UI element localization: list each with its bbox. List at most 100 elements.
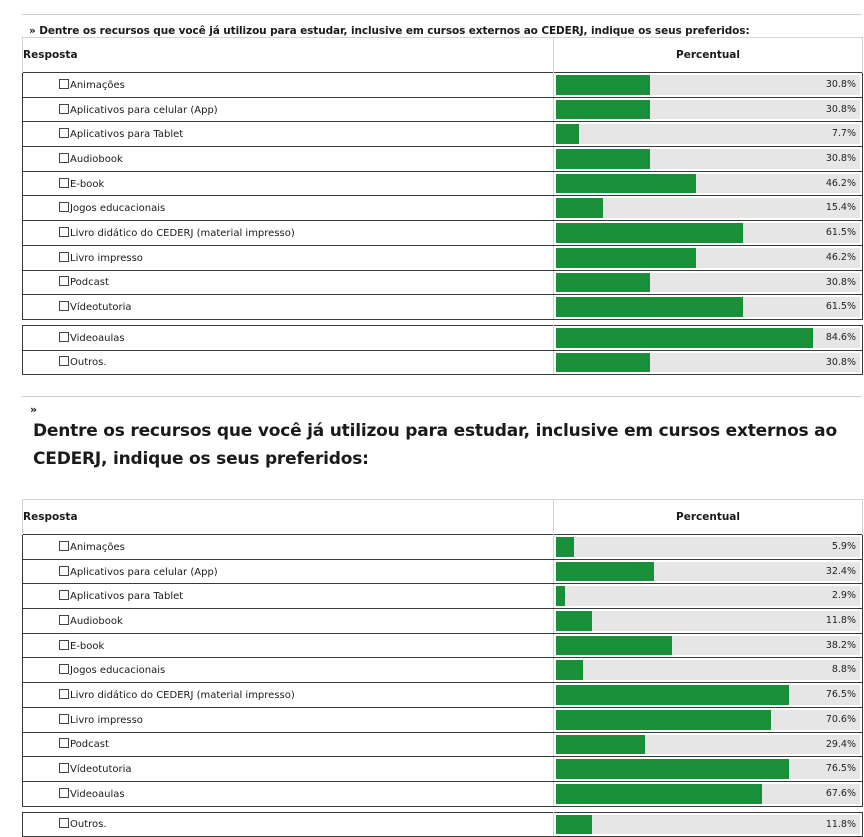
- answer-cell: Livro impresso: [22, 245, 554, 271]
- checkbox-icon[interactable]: [59, 103, 69, 114]
- bar-track: 29.4%: [556, 734, 860, 755]
- bar: [556, 685, 789, 705]
- bar: [556, 198, 603, 219]
- percent-label: 61.5%: [825, 301, 856, 313]
- bar: [556, 223, 743, 243]
- table-row: Podcast 30.8%: [22, 270, 863, 296]
- bar: [556, 149, 650, 169]
- percent-cell: 84.6%: [553, 324, 863, 351]
- checkbox-icon[interactable]: [59, 713, 69, 724]
- bar-track: 70.6%: [556, 709, 860, 730]
- percent-label: 2.9%: [831, 590, 856, 602]
- percent-label: 30.8%: [825, 103, 856, 115]
- answer-cell: Podcast: [22, 732, 554, 758]
- percent-cell: 61.5%: [553, 220, 863, 246]
- checkbox-icon[interactable]: [59, 688, 69, 699]
- answer-cell: Jogos educacionais: [22, 657, 554, 684]
- table-row: Vídeotutoria 61.5%: [22, 294, 863, 320]
- answer-label: Aplicativos para Tablet: [70, 591, 184, 603]
- answer-cell: Videoaulas: [22, 781, 554, 807]
- percent-label: 46.2%: [825, 251, 856, 263]
- answer-label: Audiobook: [70, 615, 123, 627]
- checkbox-icon[interactable]: [59, 565, 69, 576]
- table-row: Aplicativos para Tablet 7.7%: [22, 121, 863, 148]
- answer-cell: Podcast: [22, 270, 554, 296]
- answer-cell: Aplicativos para celular (App): [22, 97, 554, 123]
- answer-cell: Aplicativos para celular (App): [22, 559, 554, 585]
- answer-label: Podcast: [70, 277, 109, 289]
- table-row: Animações 30.8%: [22, 72, 863, 98]
- checkbox-icon[interactable]: [59, 251, 69, 262]
- table-row: Outros. 30.8%: [22, 350, 863, 376]
- checkbox-icon[interactable]: [59, 202, 69, 213]
- checkbox-icon[interactable]: [59, 590, 69, 601]
- percent-cell: 11.8%: [553, 608, 863, 634]
- table-row: Audiobook 30.8%: [22, 146, 863, 172]
- checkbox-icon[interactable]: [59, 614, 69, 625]
- checkbox-icon[interactable]: [59, 276, 69, 287]
- results-table-1: Resposta Percentual Animações 30.8% Aplica…: [22, 37, 863, 376]
- percent-cell: 5.9%: [553, 534, 863, 560]
- bar-track: 84.6%: [556, 327, 860, 348]
- answer-cell: Outros.: [22, 811, 554, 837]
- checkbox-icon[interactable]: [59, 787, 69, 798]
- answer-cell: Jogos educacionais: [22, 195, 554, 222]
- checkbox-icon[interactable]: [59, 177, 69, 188]
- table-row: Jogos educacionais 15.4%: [22, 195, 863, 222]
- question-text-2: Dentre os recursos que você já utilizou …: [33, 421, 837, 469]
- checkbox-icon[interactable]: [59, 128, 69, 139]
- checkbox-icon[interactable]: [59, 763, 69, 774]
- percent-cell: 46.2%: [553, 171, 863, 197]
- answer-label: Animações: [70, 79, 125, 91]
- answer-label: Podcast: [70, 739, 109, 751]
- bar-track: 76.5%: [556, 759, 860, 779]
- percent-cell: 30.8%: [553, 350, 863, 376]
- table-row: Aplicativos para celular (App) 32.4%: [22, 559, 863, 585]
- checkbox-icon[interactable]: [59, 818, 69, 829]
- answer-label: Aplicativos para celular (App): [70, 104, 218, 116]
- bar-track: 61.5%: [556, 223, 860, 243]
- answer-cell: Audiobook: [22, 608, 554, 634]
- header-percentual: Percentual: [553, 499, 863, 535]
- checkbox-icon[interactable]: [59, 301, 69, 312]
- percent-label: 61.5%: [825, 227, 856, 239]
- bar-track: 38.2%: [556, 635, 860, 656]
- checkbox-icon[interactable]: [59, 226, 69, 237]
- bar-track: 76.5%: [556, 685, 860, 705]
- percent-cell: 8.8%: [553, 657, 863, 684]
- answer-label: Videoaulas: [70, 332, 125, 344]
- percent-cell: 67.6%: [553, 781, 863, 807]
- percent-label: 38.2%: [825, 639, 856, 651]
- checkbox-icon[interactable]: [59, 152, 69, 163]
- answer-cell: Aplicativos para Tablet: [22, 583, 554, 610]
- answer-label: E-book: [70, 640, 105, 652]
- bar-track: 8.8%: [556, 660, 860, 681]
- answer-cell: Videoaulas: [22, 324, 554, 351]
- checkbox-icon[interactable]: [59, 738, 69, 749]
- answer-label: Livro didático do CEDERJ (material impre…: [70, 227, 295, 239]
- checkbox-icon[interactable]: [59, 639, 69, 650]
- bar-track: 11.8%: [556, 611, 860, 631]
- answer-label: E-book: [70, 178, 105, 190]
- table-row: E-book 38.2%: [22, 633, 863, 659]
- bar: [556, 635, 673, 656]
- percent-label: 30.8%: [825, 153, 856, 165]
- answer-cell: Livro didático do CEDERJ (material impre…: [22, 682, 554, 708]
- percent-cell: 29.4%: [553, 732, 863, 758]
- table-row: Outros. 11.8%: [22, 811, 863, 837]
- checkbox-icon[interactable]: [59, 78, 69, 89]
- percent-cell: 30.8%: [553, 97, 863, 123]
- bar-track: 30.8%: [556, 352, 860, 373]
- bar-track: 30.8%: [556, 149, 860, 169]
- percent-cell: 32.4%: [553, 559, 863, 585]
- header-percentual: Percentual: [553, 37, 863, 73]
- percent-label: 30.8%: [825, 79, 856, 90]
- checkbox-icon[interactable]: [59, 356, 69, 367]
- table-row: Vídeotutoria 76.5%: [22, 756, 863, 782]
- answer-label: Vídeotutoria: [70, 302, 132, 314]
- checkbox-icon[interactable]: [59, 664, 69, 675]
- checkbox-icon[interactable]: [59, 331, 69, 342]
- checkbox-icon[interactable]: [59, 540, 69, 551]
- table-row: Jogos educacionais 8.8%: [22, 657, 863, 684]
- header-resposta: Resposta: [22, 499, 554, 535]
